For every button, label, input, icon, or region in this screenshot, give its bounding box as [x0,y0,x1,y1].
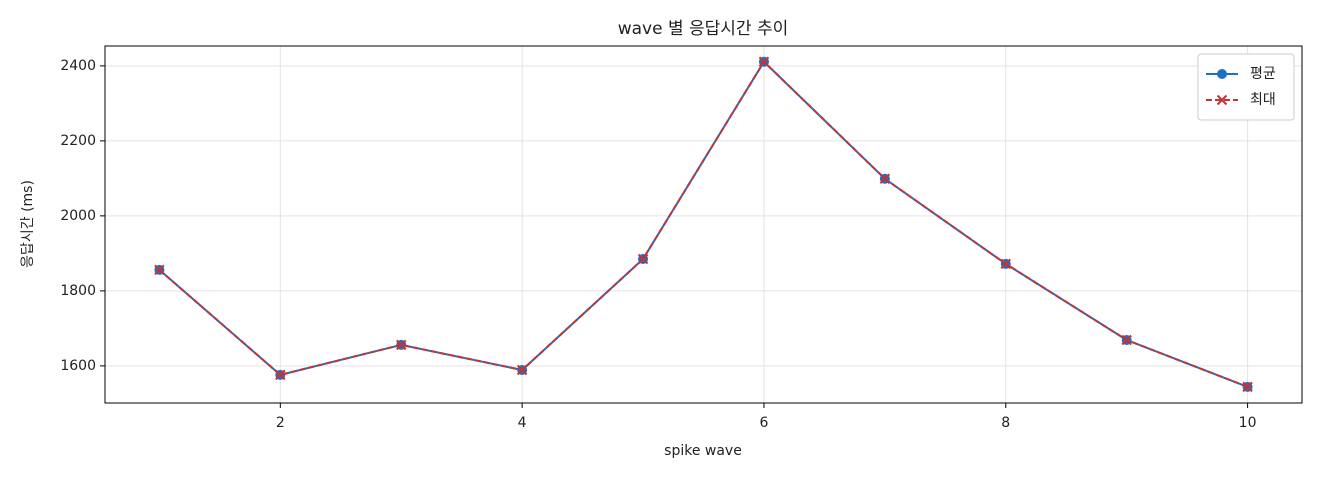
legend-label: 평균 [1250,66,1276,82]
y-tick-label: 1800 [60,283,96,299]
x-tick-label: 4 [518,415,527,431]
x-axis-label: spike wave [664,443,742,459]
marker [1217,69,1227,79]
x-tick-label: 8 [1001,415,1010,431]
y-tick-label: 2000 [60,208,96,224]
marker [758,56,770,67]
marker [1121,334,1132,346]
x-tick-label: 6 [759,415,768,431]
series-line [158,60,1248,388]
legend-label: 최대 [1250,92,1276,108]
marker [1000,258,1011,270]
x-tick-label: 2 [276,415,285,431]
marker [879,173,891,184]
y-tick-label: 1600 [60,358,96,374]
plot-frame [104,45,1303,404]
marker [275,369,286,381]
chart-title: wave 별 응답시간 추이 [618,19,789,39]
marker [396,339,407,351]
y-tick-label: 2200 [60,133,96,149]
y-axis-label: 응답시간 (ms) [20,180,36,268]
marker [154,264,165,276]
legend-box [1197,53,1295,121]
y-tick-label: 2400 [60,58,96,74]
marker [516,364,528,376]
marker [637,253,649,265]
marker [1216,94,1228,106]
marker [1242,381,1253,393]
x-tick-label: 10 [1239,415,1257,431]
series-line [158,60,1248,388]
